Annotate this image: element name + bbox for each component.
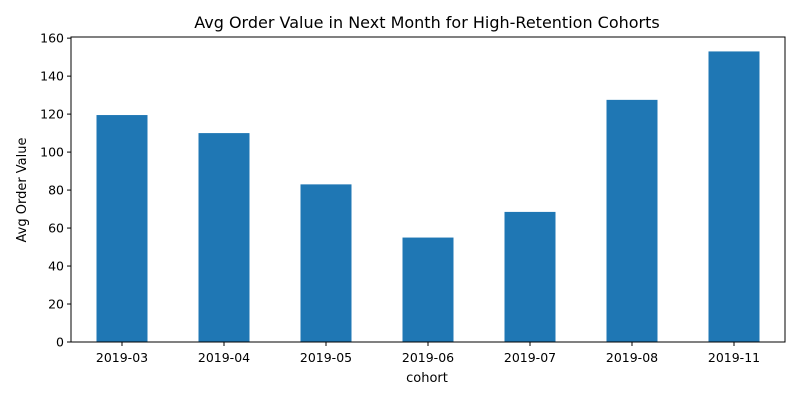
x-tick-label-2019-03: 2019-03	[96, 350, 148, 365]
x-axis-label: cohort	[406, 371, 448, 386]
x-tick-label-2019-11: 2019-11	[708, 350, 760, 365]
bar-2019-03	[96, 115, 148, 342]
y-tick-label-80: 80	[48, 183, 64, 198]
bar-2019-06	[402, 237, 454, 342]
chart-title: Avg Order Value in Next Month for High-R…	[194, 13, 660, 32]
y-tick-label-160: 160	[40, 31, 64, 46]
x-tick-label-2019-07: 2019-07	[504, 350, 556, 365]
x-tick-label-2019-04: 2019-04	[198, 350, 250, 365]
x-tick-label-2019-08: 2019-08	[606, 350, 658, 365]
y-tick-label-140: 140	[40, 69, 64, 84]
y-tick-label-40: 40	[48, 259, 64, 274]
bar-2019-04	[198, 133, 250, 342]
y-tick-label-60: 60	[48, 221, 64, 236]
bar-2019-05	[300, 184, 352, 342]
y-tick-label-0: 0	[56, 335, 64, 350]
y-tick-label-100: 100	[40, 145, 64, 160]
x-tick-label-2019-05: 2019-05	[300, 350, 352, 365]
bar-2019-11	[708, 51, 760, 343]
bar-2019-07	[504, 211, 556, 342]
y-tick-label-20: 20	[48, 297, 64, 312]
y-tick-label-120: 120	[40, 107, 64, 122]
y-axis-label: Avg Order Value	[15, 138, 30, 243]
bar-2019-08	[606, 99, 658, 342]
plot-area: 0 20 40 60 80 100 120 140 160 2019-03 2019-04 2019-…	[40, 31, 786, 365]
x-tick-label-2019-06: 2019-06	[402, 350, 454, 365]
